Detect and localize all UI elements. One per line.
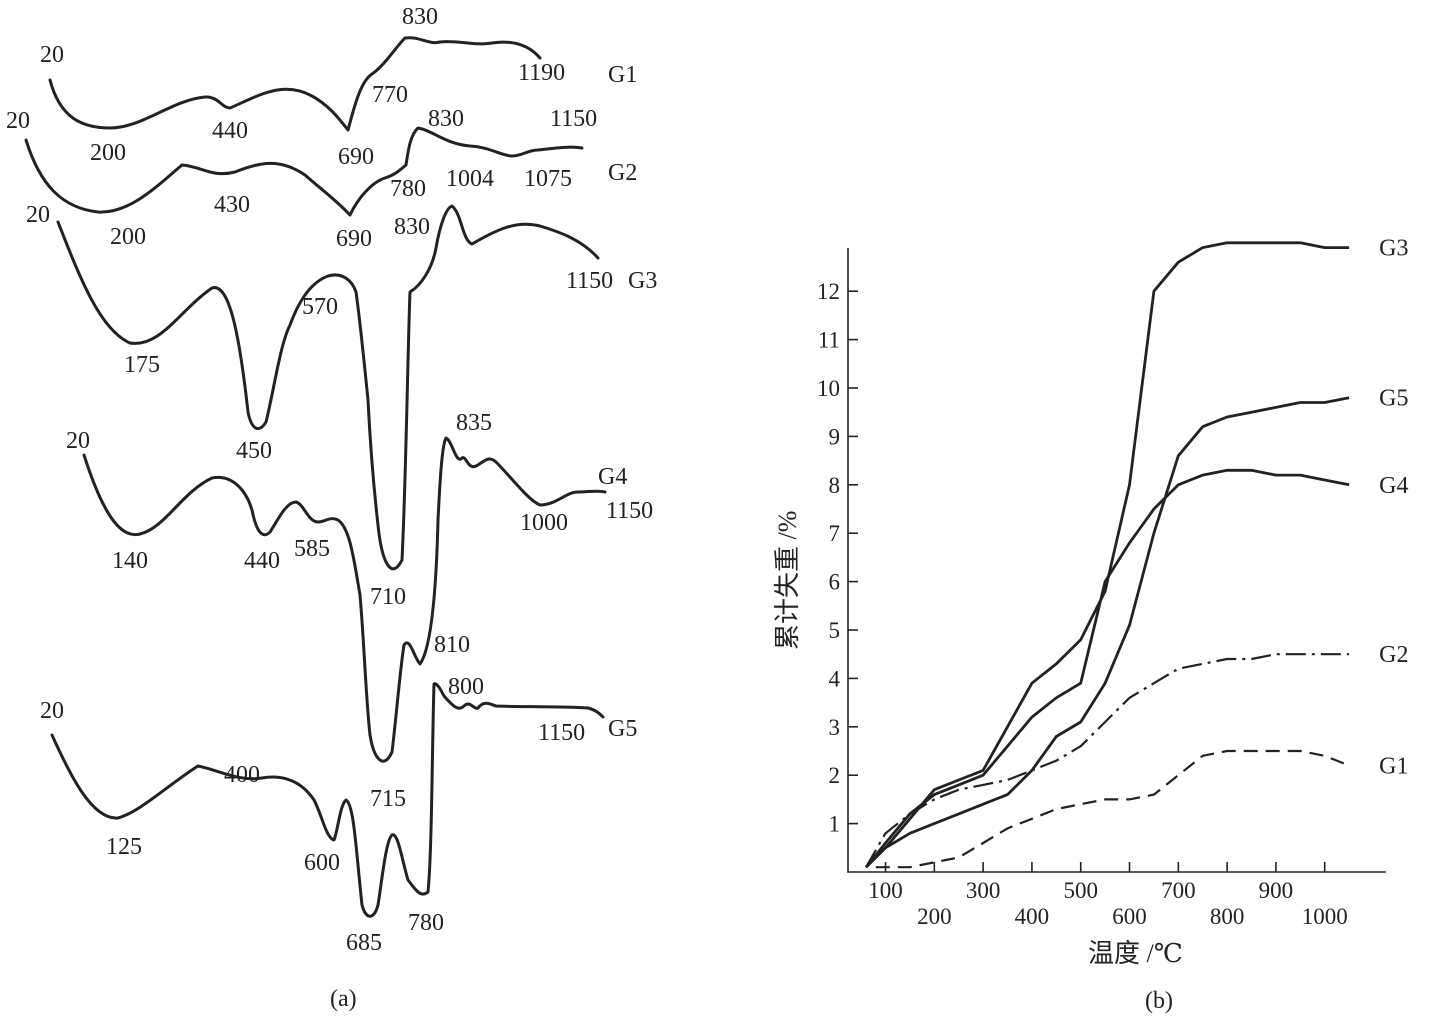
label-g1-20: 20 [40, 42, 64, 68]
panel-b-caption: (b) [1145, 988, 1173, 1014]
y-tick-label: 6 [829, 570, 841, 595]
panel-a-caption: (a) [330, 986, 357, 1012]
panel-a-dta-curves: 20 200 440 690 770 830 1190 G1 20 200 43… [6, 4, 657, 1012]
label-g4-name: G4 [598, 464, 627, 490]
label-g5-685: 685 [346, 930, 382, 956]
y-tick-label: 8 [829, 473, 841, 498]
curve-g2 [24, 126, 584, 217]
y-axis-title: 累计失重 /% [773, 511, 802, 650]
label-g2-1150: 1150 [550, 106, 597, 132]
label-g3-20: 20 [26, 202, 50, 228]
y-tick-label: 10 [817, 376, 840, 401]
y-tick-label: 11 [818, 328, 840, 353]
x-tick-label: 200 [917, 904, 952, 929]
label-g2-430: 430 [214, 192, 250, 218]
label-g5-400: 400 [224, 762, 260, 788]
y-tick-label: 5 [829, 618, 841, 643]
series-line-g4 [864, 468, 1350, 869]
label-g4-1150: 1150 [606, 498, 653, 524]
x-tick-label: 900 [1259, 878, 1294, 903]
series-lines [864, 241, 1350, 869]
series-line-g3 [865, 241, 1350, 869]
label-g5-name: G5 [608, 716, 637, 742]
label-g4-440: 440 [244, 548, 280, 574]
y-tick-label: 3 [829, 715, 841, 740]
series-name-g3: G3 [1379, 236, 1408, 262]
label-g1-1190: 1190 [518, 60, 565, 86]
label-g3-1150: 1150 [566, 268, 613, 294]
label-g5-810: 810 [434, 632, 470, 658]
x-tick-label: 300 [966, 878, 1001, 903]
label-g3-175: 175 [124, 352, 160, 378]
label-g1-200: 200 [90, 140, 126, 166]
label-g5-800: 800 [448, 674, 484, 700]
x-tick-label: 100 [868, 878, 903, 903]
series-name-g1: G1 [1379, 754, 1408, 780]
label-g2-780: 780 [390, 176, 426, 202]
label-g3-name: G3 [628, 268, 657, 294]
label-g2-830: 830 [428, 106, 464, 132]
label-g4-715: 715 [370, 786, 406, 812]
label-g3-570: 570 [302, 294, 338, 320]
series-line-g5 [865, 396, 1350, 869]
label-g4-585: 585 [294, 536, 330, 562]
x-tick-label: 500 [1063, 878, 1098, 903]
axes [847, 248, 1386, 873]
label-g5-600: 600 [304, 850, 340, 876]
series-name-g2: G2 [1379, 642, 1408, 668]
label-g1-770: 770 [372, 82, 408, 108]
x-tick-label: 1000 [1302, 904, 1348, 929]
label-g2-690: 690 [336, 226, 372, 252]
series-line-g1 [875, 749, 1350, 869]
label-g1-830: 830 [402, 4, 438, 30]
y-tick-label: 2 [829, 763, 841, 788]
label-g1-440: 440 [212, 118, 248, 144]
label-g4-140: 140 [112, 548, 148, 574]
label-g2-20: 20 [6, 108, 30, 134]
label-g2-1075: 1075 [524, 166, 572, 192]
y-tick-label: 12 [817, 279, 840, 304]
x-axis-title: 温度 /℃ [1088, 939, 1183, 968]
y-tick-label: 1 [829, 812, 841, 837]
x-tick-label: 600 [1112, 904, 1147, 929]
x-tick-label: 700 [1161, 878, 1196, 903]
label-g5-780: 780 [408, 910, 444, 936]
x-tick-label: 800 [1210, 904, 1245, 929]
series-name-g4: G4 [1379, 473, 1408, 499]
label-g5-20: 20 [40, 698, 64, 724]
label-g3-450: 450 [236, 438, 272, 464]
label-g4-1000: 1000 [520, 510, 568, 536]
curve-g4 [82, 436, 607, 763]
y-tick-label: 7 [829, 521, 841, 546]
label-g4-20: 20 [66, 428, 90, 454]
y-tick-label: 4 [829, 666, 841, 691]
x-tick-label: 400 [1015, 904, 1050, 929]
label-g2-200: 200 [110, 224, 146, 250]
panel-a-peak-labels: 20 200 440 690 770 830 1190 G1 20 200 43… [6, 4, 657, 956]
label-g1-name: G1 [608, 62, 637, 88]
series-name-g5: G5 [1379, 386, 1408, 412]
label-g3-830: 830 [394, 214, 430, 240]
label-g4-835: 835 [456, 410, 492, 436]
series-name-labels: G3 G5 G4 G2 G1 [1379, 236, 1408, 780]
label-g1-690: 690 [338, 144, 374, 170]
curve-g1 [48, 36, 542, 132]
label-g2-1004: 1004 [446, 166, 494, 192]
label-g5-125: 125 [106, 834, 142, 860]
y-tick-label: 9 [829, 424, 841, 449]
series-line-g2 [865, 653, 1350, 868]
label-g3-710: 710 [370, 584, 406, 610]
label-g2-name: G2 [608, 160, 637, 186]
curve-g5 [50, 682, 605, 918]
curve-g3 [56, 204, 600, 571]
label-g5-1150: 1150 [538, 720, 585, 746]
